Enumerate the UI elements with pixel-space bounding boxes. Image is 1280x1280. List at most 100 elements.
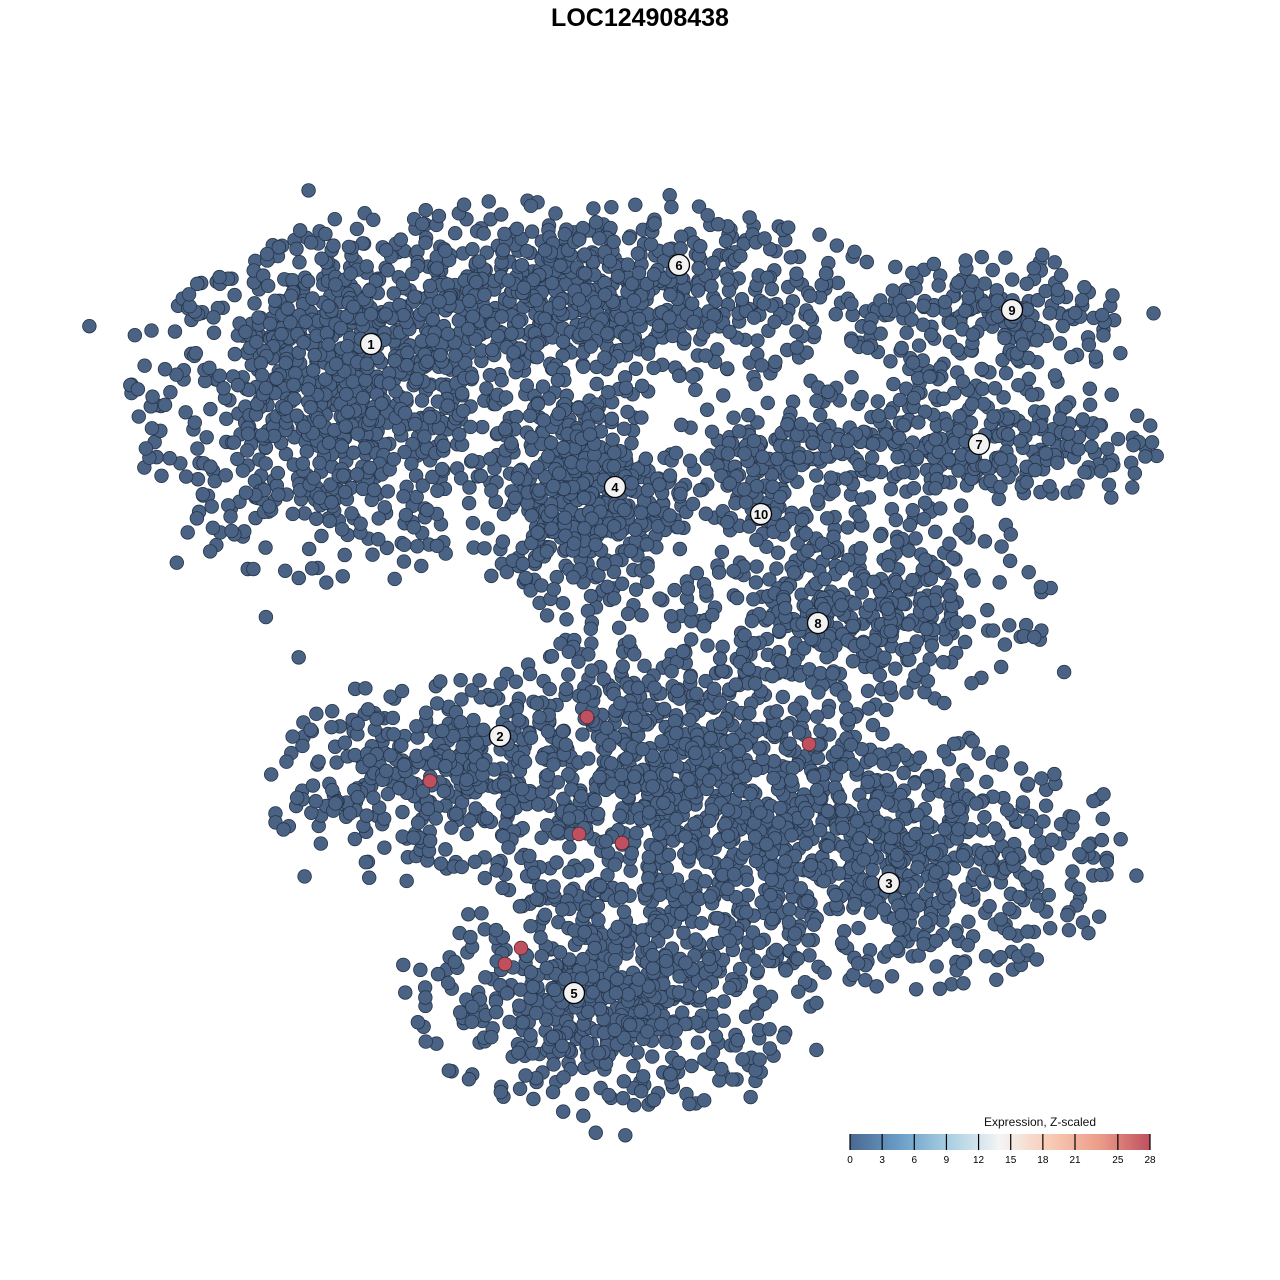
cell-point-cluster-4 [484, 483, 499, 498]
cell-point-cluster-6 [260, 278, 276, 294]
cell-point-cluster-3 [1020, 814, 1036, 829]
cell-point-cluster-5 [659, 1034, 674, 1049]
cell-point-cluster-9 [937, 294, 953, 310]
cell-point-cluster-1 [274, 326, 289, 342]
cell-point-cluster-9 [844, 333, 859, 349]
cell-point-cluster-6 [647, 216, 662, 231]
cell-point-cluster-3 [928, 933, 944, 948]
cell-point-cluster-9 [1050, 282, 1066, 298]
cell-point-cluster-3 [908, 982, 924, 997]
cell-point-cluster-7 [917, 495, 933, 510]
cell-point-cluster-8 [749, 532, 764, 548]
cell-point-cluster-6 [619, 329, 634, 345]
cell-point-cluster-6 [340, 338, 355, 354]
cell-point-cluster-6 [504, 326, 519, 341]
cell-point-cluster-6 [418, 235, 433, 250]
cell-point-cluster-6 [477, 287, 492, 303]
cell-point-cluster-1 [380, 484, 396, 499]
cell-point-cluster-1 [255, 427, 270, 443]
cell-point-cluster-6 [511, 314, 526, 329]
cell-point-cluster-6 [333, 320, 348, 336]
cell-point-cluster-3 [956, 976, 971, 991]
cell-point-cluster-6 [307, 347, 322, 363]
cell-point-cluster-3 [936, 744, 952, 759]
cell-point-cluster-1 [318, 372, 333, 387]
cell-point-cluster-6 [602, 253, 618, 269]
cell-point-cluster-7 [977, 458, 993, 474]
cell-point-cluster-5 [752, 1052, 767, 1067]
cell-point-cluster-5 [591, 912, 606, 928]
cell-point-cluster-5 [575, 952, 591, 967]
cell-point-cluster-1 [336, 468, 351, 483]
cell-point-cluster-6 [359, 356, 375, 372]
cell-point-cluster-4 [550, 373, 566, 388]
cell-point-cluster-1 [312, 455, 327, 471]
cell-point-cluster-6 [734, 292, 750, 307]
cell-point-cluster-6 [704, 278, 719, 294]
cell-point-cluster-6 [673, 241, 688, 256]
cell-point-cluster-2 [313, 836, 329, 851]
cell-point-cluster-8 [942, 536, 957, 551]
cell-point-cluster-6 [548, 206, 563, 221]
cell-point-cluster-7 [892, 430, 907, 446]
cell-point-cluster-7 [1036, 404, 1051, 420]
cell-point-cluster-10 [704, 424, 720, 440]
cell-point-cluster-10 [674, 417, 689, 433]
cell-point-cluster-7 [964, 396, 980, 412]
cell-point-cluster-1 [203, 401, 218, 417]
cell-point-cluster-6 [588, 215, 604, 230]
cell-point-cluster-1 [278, 400, 293, 416]
cell-point-cluster-8 [826, 483, 841, 499]
cell-point-cluster-2 [366, 790, 381, 805]
cell-point-cluster-5 [591, 1045, 606, 1061]
cell-point-cluster-4 [543, 435, 559, 451]
cell-point-cluster-1 [379, 540, 395, 556]
cell-point-cluster-6 [802, 288, 818, 304]
cell-point-cluster-6 [448, 225, 463, 241]
cell-point-cluster-1 [247, 296, 262, 311]
cell-point-cluster-10 [775, 518, 790, 534]
cell-point-cluster-1 [314, 528, 329, 544]
cell-point-cluster-6 [614, 311, 629, 327]
cell-point-cluster-6 [768, 354, 783, 370]
cell-point-cluster-8 [961, 614, 976, 629]
cell-point-cluster-6 [407, 289, 423, 304]
cell-point-cluster-6 [781, 220, 796, 235]
cell-point-cluster-6 [456, 197, 472, 212]
cell-point-cluster-6 [718, 233, 734, 249]
cell-point-cluster-6 [465, 309, 480, 324]
cell-point-cluster-6 [362, 283, 377, 298]
cell-point-cluster-6 [553, 258, 568, 273]
cell-point-cluster-8 [862, 597, 877, 613]
cell-point-cluster-8 [879, 702, 894, 718]
cell-point-cluster-7 [1013, 433, 1028, 449]
cell-point-cluster-4 [552, 466, 567, 481]
cell-point-cluster-10 [746, 433, 762, 449]
cell-point-cluster-5 [430, 966, 446, 982]
cell-point-cluster-9 [1019, 276, 1034, 291]
cell-point-cluster-1 [230, 377, 246, 393]
cell-point-cluster-6 [630, 246, 646, 261]
cell-point-cluster-3 [860, 774, 875, 790]
cell-point-cluster-1 [246, 561, 261, 577]
cell-point-cluster-7 [1110, 431, 1126, 447]
cell-point-cluster-5 [545, 1084, 561, 1100]
cell-point-cluster-6 [438, 243, 453, 258]
cell-point-cluster-2 [433, 674, 448, 689]
cell-point-cluster-7 [1042, 479, 1057, 494]
cell-point-cluster-6 [620, 257, 635, 272]
cell-point-cluster-2 [420, 801, 436, 817]
cell-point-cluster-8 [817, 571, 833, 587]
cell-point-cluster-4 [534, 578, 549, 593]
cell-point-cluster-5 [616, 1074, 632, 1089]
cell-point-cluster-8 [803, 558, 818, 573]
cell-point-cluster-4 [614, 576, 630, 591]
cell-point-cluster-3 [1061, 922, 1077, 938]
cell-point-cluster-7 [809, 393, 824, 409]
cell-point-cluster-1 [262, 499, 277, 514]
cell-point-cluster-7 [864, 450, 880, 465]
cell-point-cluster-10 [682, 453, 698, 468]
cell-point-cluster-3 [1113, 832, 1128, 847]
cell-point-cluster-7 [1082, 381, 1098, 396]
cell-point-cluster-4 [616, 421, 632, 437]
